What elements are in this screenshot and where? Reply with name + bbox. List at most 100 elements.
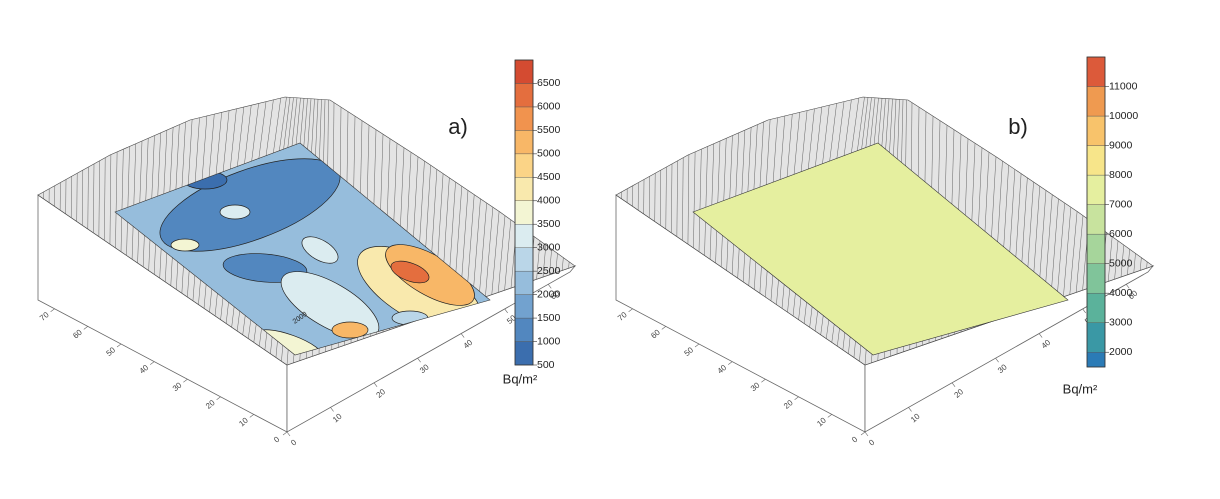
colorbar-segment: [514, 130, 534, 155]
contour-band: [219, 204, 251, 220]
contour-map: [693, 143, 1068, 355]
panel-label: b): [1008, 114, 1028, 139]
surface-mesh: [82, 170, 84, 226]
y-tick: [50, 308, 55, 313]
colorbar-tick-label: 10000: [1109, 110, 1138, 122]
colorbar-segment: [1086, 56, 1106, 87]
x-tick: [1125, 284, 1130, 289]
y-tick-label: 0: [850, 434, 860, 444]
y-tick-label: 40: [138, 363, 151, 376]
colorbar-segment: [1086, 233, 1106, 264]
colorbar-segment: [1086, 204, 1106, 235]
colorbar-tick-label: 8000: [1109, 169, 1133, 181]
map-outline: [114, 142, 491, 356]
surface-mesh: [115, 151, 118, 248]
colorbar-tick-label: 2000: [1109, 346, 1133, 358]
x-tick-label: 30: [418, 362, 431, 375]
colorbar-segment: [514, 270, 534, 295]
surface-mesh: [1107, 236, 1113, 282]
x-tick-label: 40: [1040, 338, 1053, 351]
y-tick-label: 50: [682, 345, 695, 358]
contour-band: [170, 238, 200, 252]
colorbar-segment: [514, 59, 534, 84]
surface-mesh: [485, 207, 494, 297]
x-tick-label: 20: [953, 387, 966, 400]
colorbar-tick-label: 2500: [537, 265, 561, 277]
colorbar-tick-label: 4000: [537, 195, 561, 207]
y-tick: [794, 396, 799, 401]
colorbar-tick-label: 5500: [537, 124, 561, 136]
x-tick: [417, 357, 421, 363]
x-tick-label: 30: [996, 362, 1009, 375]
y-tick: [150, 361, 155, 365]
map-outline: [692, 142, 1069, 356]
colorbar-segment: [514, 106, 534, 131]
surface-mesh: [693, 151, 696, 248]
x-tick-label: 10: [909, 411, 922, 424]
x-tick-label: 20: [375, 387, 388, 400]
y-tick-label: 30: [749, 380, 762, 393]
surface-mesh: [98, 160, 100, 237]
y-tick: [282, 431, 288, 436]
colorbar-segment: [514, 317, 534, 342]
surface-mesh: [1146, 261, 1148, 269]
y-tick-label: 60: [649, 327, 662, 340]
surface-mesh: [1139, 257, 1142, 271]
surface-mesh: [131, 143, 137, 260]
surface-mesh: [1063, 207, 1072, 297]
contour-band: [331, 321, 369, 339]
x-tick: [373, 382, 378, 387]
y-tick-label: 20: [204, 398, 217, 411]
map-base: [693, 143, 1068, 355]
colorbar-tick-label: 2000: [537, 288, 561, 300]
colorbar-segment: [1086, 174, 1106, 205]
surface-mesh: [542, 244, 547, 278]
colorbar-tick-label: 5000: [537, 148, 561, 160]
surface-mesh: [120, 149, 124, 252]
colorbar-tick-label: 3000: [1109, 316, 1133, 328]
surface-mesh: [104, 157, 106, 241]
surface-mesh: [1120, 244, 1125, 278]
surface-mesh: [671, 163, 673, 233]
colorbar-segment: [1086, 263, 1106, 294]
colorbar-segment: [1086, 145, 1106, 176]
surface-mesh: [715, 140, 721, 264]
y-tick: [183, 378, 188, 383]
y-tick-label: 70: [38, 310, 51, 323]
colorbar-tick-label: 6000: [537, 101, 561, 113]
colorbar-unit: Bq/m²: [1063, 381, 1098, 396]
x-tick-label: 40: [462, 338, 475, 351]
surface-mesh: [1056, 202, 1065, 300]
colorbar-tick-label: 9000: [1109, 139, 1133, 151]
surface-mesh: [698, 149, 702, 252]
surface-mesh: [497, 215, 506, 293]
y-tick: [83, 326, 88, 330]
surface-mesh: [665, 166, 667, 230]
surface-mesh: [1127, 249, 1130, 275]
surface-mesh: [478, 202, 487, 300]
x-tick: [864, 431, 869, 437]
y-tick-label: 50: [104, 345, 117, 358]
colorbar-tick-label: 7000: [1109, 198, 1133, 210]
x-tick-label: 0: [867, 437, 877, 447]
y-tick-label: 10: [815, 415, 828, 428]
surface-mesh: [536, 240, 541, 280]
y-tick-label: 10: [237, 415, 250, 428]
x-tick: [460, 333, 465, 338]
x-tick: [1082, 308, 1086, 314]
surface-mesh: [1075, 215, 1084, 293]
colorbar-tick-label: 1000: [537, 335, 561, 347]
x-tick: [951, 382, 956, 387]
surface-mesh: [568, 261, 570, 269]
surface-mesh: [1133, 253, 1136, 273]
colorbar-segment: [1086, 322, 1106, 353]
x-tick-label: 10: [331, 411, 344, 424]
x-tick-label: 0: [289, 437, 299, 447]
colorbar-segment: [514, 83, 534, 108]
surface-mesh: [676, 160, 678, 237]
panel-label: a): [448, 114, 468, 139]
colorbar-segment: [514, 200, 534, 225]
x-tick: [286, 431, 291, 437]
surface-mesh: [687, 154, 690, 245]
